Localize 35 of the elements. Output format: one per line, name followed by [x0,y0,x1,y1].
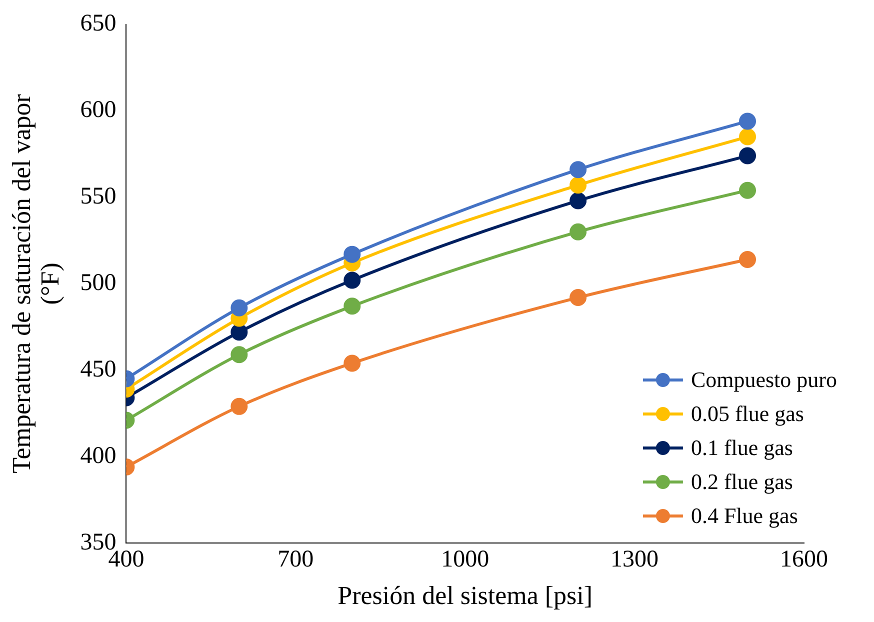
legend-label: 0.2 flue gas [690,468,793,494]
point [570,176,587,194]
legend-label: 0.1 flue gas [690,434,793,460]
legend-label: Compuesto puro [690,366,838,392]
point [739,182,756,199]
y-tick-label: 600 [80,97,116,124]
point [570,192,587,210]
y-axis-title: Temperatura de saturación del vapor (°F) [7,94,65,474]
point [230,398,248,415]
point [739,112,756,130]
point [739,251,756,268]
x-tick-label: 700 [278,546,314,573]
point [230,299,248,316]
y-tick-label: 650 [80,10,116,37]
x-axis-title: Presión del sistema [psi] [338,581,593,610]
point [570,223,587,240]
point [739,128,756,146]
y-tick-label: 550 [80,184,116,210]
point [344,354,361,372]
point [344,298,361,315]
y-tick-label: 450 [80,356,116,382]
point [739,147,756,164]
point [230,346,248,364]
point [570,289,587,306]
point [344,272,361,289]
y-tick-label: 400 [80,442,116,469]
point [344,246,361,263]
legend-label: 0.05 flue gas [690,400,804,426]
y-tick-label: 500 [80,270,116,296]
point [570,161,587,178]
point [230,324,248,341]
x-tick-label: 1600 [780,546,828,573]
x-tick-label: 1000 [441,546,490,573]
legend-label: 0.4 Flue gas [690,502,798,528]
x-tick-label: 1300 [610,546,659,573]
